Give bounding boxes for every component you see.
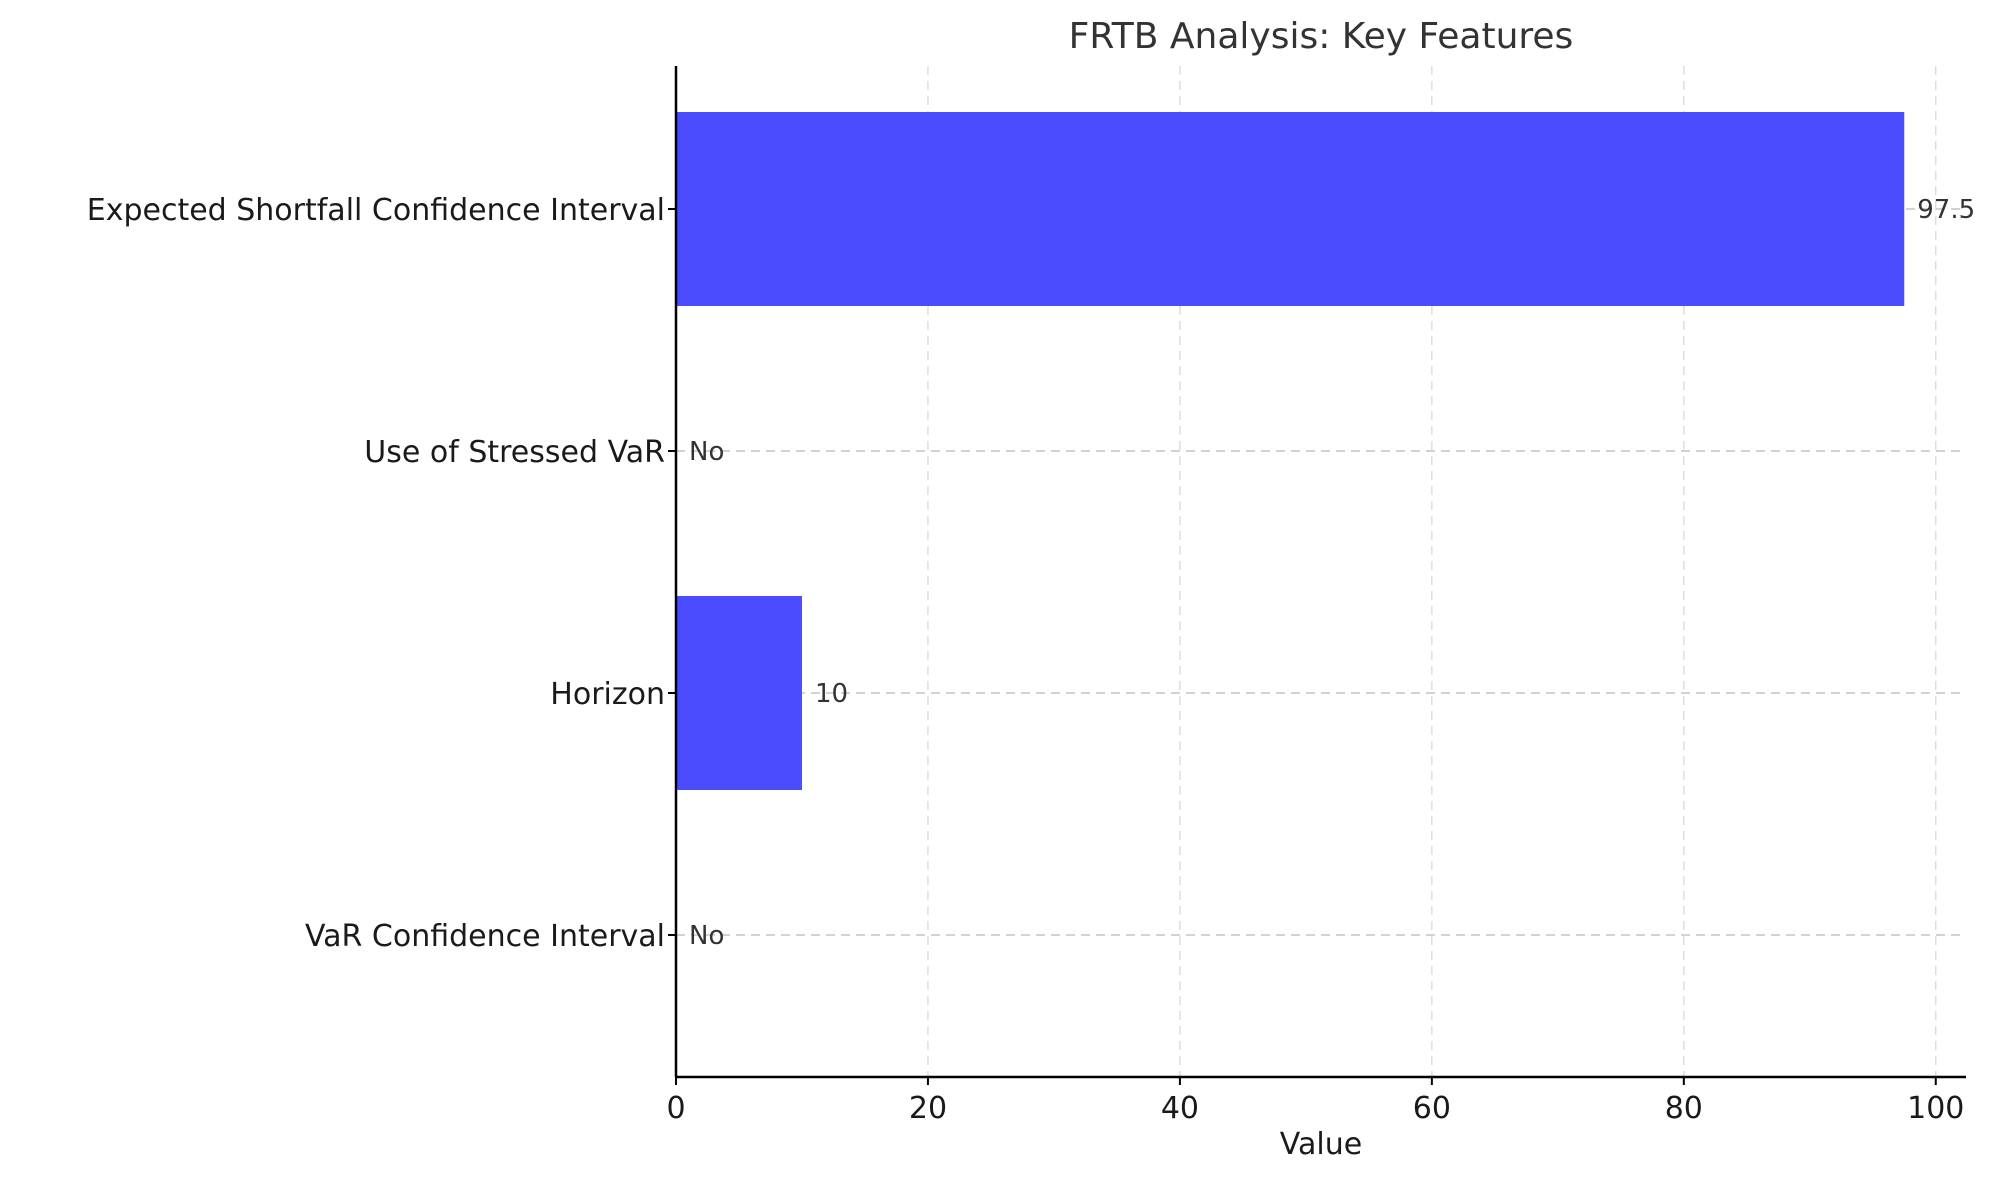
category-label: Use of Stressed VaR (364, 435, 665, 470)
category-label: VaR Confidence Interval (305, 919, 665, 954)
x-axis-label: Value (1280, 1127, 1362, 1162)
x-tick-label: 40 (1161, 1091, 1199, 1126)
x-tick-label: 80 (1665, 1091, 1703, 1126)
x-tick-label: 100 (1907, 1091, 1964, 1126)
axes-layer (668, 66, 1966, 1085)
data-label: No (689, 437, 724, 467)
x-tick-label: 0 (666, 1091, 685, 1126)
labels-layer: 0 20 40 60 80 100 Expected Shortfall Confidenc… (87, 193, 1975, 1126)
bar (676, 596, 802, 790)
data-label: No (689, 921, 724, 951)
bar (676, 112, 1905, 306)
category-label: Horizon (550, 677, 665, 712)
category-guide-layer (676, 208, 1966, 936)
x-tick-label: 60 (1413, 1091, 1451, 1126)
category-label: Expected Shortfall Confidence Interval (87, 193, 665, 228)
data-label: 97.5 (1917, 195, 1975, 225)
bars-layer (676, 112, 1905, 790)
chart-title: FRTB Analysis: Key Features (1069, 16, 1574, 57)
x-tick-label: 20 (909, 1091, 947, 1126)
data-label: 10 (815, 679, 848, 709)
